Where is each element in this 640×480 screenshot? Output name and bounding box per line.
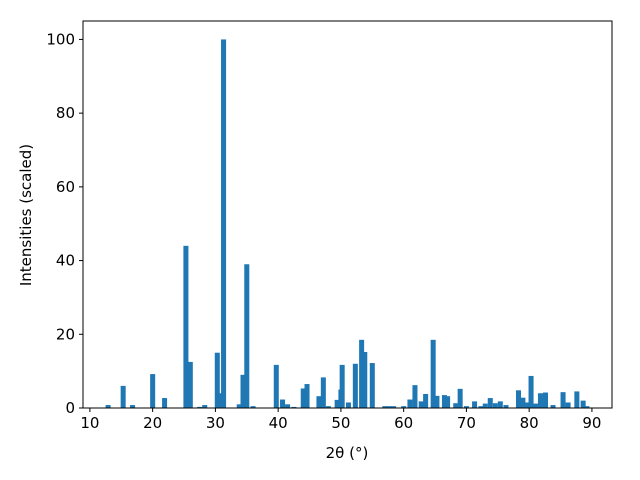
bar (291, 406, 297, 408)
bar (236, 404, 242, 408)
bar (542, 392, 548, 408)
bar (463, 406, 469, 408)
x-tick-label: 20 (143, 414, 162, 432)
bar (574, 391, 580, 408)
bar (221, 39, 227, 409)
y-tick-label: 80 (56, 104, 75, 122)
bar (352, 363, 358, 408)
bar (537, 393, 543, 408)
bar (130, 405, 136, 408)
bar (441, 395, 447, 408)
bar (325, 406, 331, 408)
bar (584, 406, 590, 408)
bar (280, 399, 286, 408)
bar (386, 406, 392, 408)
bar (565, 402, 571, 408)
bar (105, 405, 111, 408)
bar (407, 399, 413, 408)
bar (391, 406, 397, 408)
x-tick-label: 90 (582, 414, 601, 432)
bar (472, 401, 478, 408)
bar (418, 401, 424, 408)
bar (482, 403, 488, 408)
bar (120, 385, 126, 408)
bar (503, 405, 509, 408)
bar (334, 399, 340, 408)
bar (240, 374, 246, 408)
bar (244, 264, 250, 408)
bar (382, 406, 388, 408)
bar (359, 339, 365, 408)
x-tick-label: 10 (80, 414, 99, 432)
bar (362, 351, 368, 408)
x-tick-label: 30 (206, 414, 225, 432)
bar (150, 374, 156, 408)
bar (453, 403, 459, 408)
bar (214, 352, 220, 408)
y-tick-label: 40 (56, 252, 75, 270)
bar (304, 384, 310, 408)
bar (478, 406, 484, 408)
y-tick-label: 20 (56, 325, 75, 343)
plot-frame (82, 20, 613, 409)
bar (197, 406, 203, 408)
bar (528, 375, 534, 408)
x-tick-label: 50 (331, 414, 350, 432)
bar (339, 364, 345, 408)
bar (560, 392, 566, 408)
bar (187, 361, 193, 408)
y-axis-label: Intensities (scaled) (17, 144, 35, 286)
bar (515, 390, 522, 408)
bar (580, 400, 586, 408)
y-tick-label: 60 (56, 178, 75, 196)
bar (497, 401, 503, 408)
y-tick-label: 0 (65, 399, 75, 417)
bar (300, 388, 306, 408)
bar (183, 245, 189, 408)
bar (520, 397, 526, 408)
bar (202, 405, 208, 408)
bar (273, 364, 279, 408)
bar (369, 363, 375, 408)
bar (250, 406, 256, 408)
bar (316, 396, 322, 408)
x-tick-label: 40 (269, 414, 288, 432)
x-axis-label: 2θ (°) (326, 444, 369, 462)
bar (423, 393, 429, 408)
bar (524, 402, 530, 408)
x-tick-label: 60 (394, 414, 413, 432)
bar (532, 403, 538, 408)
x-tick-label: 80 (520, 414, 539, 432)
bar (412, 385, 418, 408)
bar (162, 398, 168, 408)
bar (487, 398, 493, 408)
bar (320, 377, 326, 408)
bar (445, 396, 451, 408)
x-tick-label: 70 (457, 414, 476, 432)
bar (434, 395, 440, 408)
bar (217, 393, 223, 408)
bar (457, 388, 463, 408)
bar (430, 339, 436, 408)
bar (345, 402, 351, 408)
bar (285, 404, 291, 408)
y-tick-label: 100 (46, 30, 75, 48)
bar (492, 403, 498, 408)
bar (401, 406, 407, 408)
bar (550, 405, 556, 408)
